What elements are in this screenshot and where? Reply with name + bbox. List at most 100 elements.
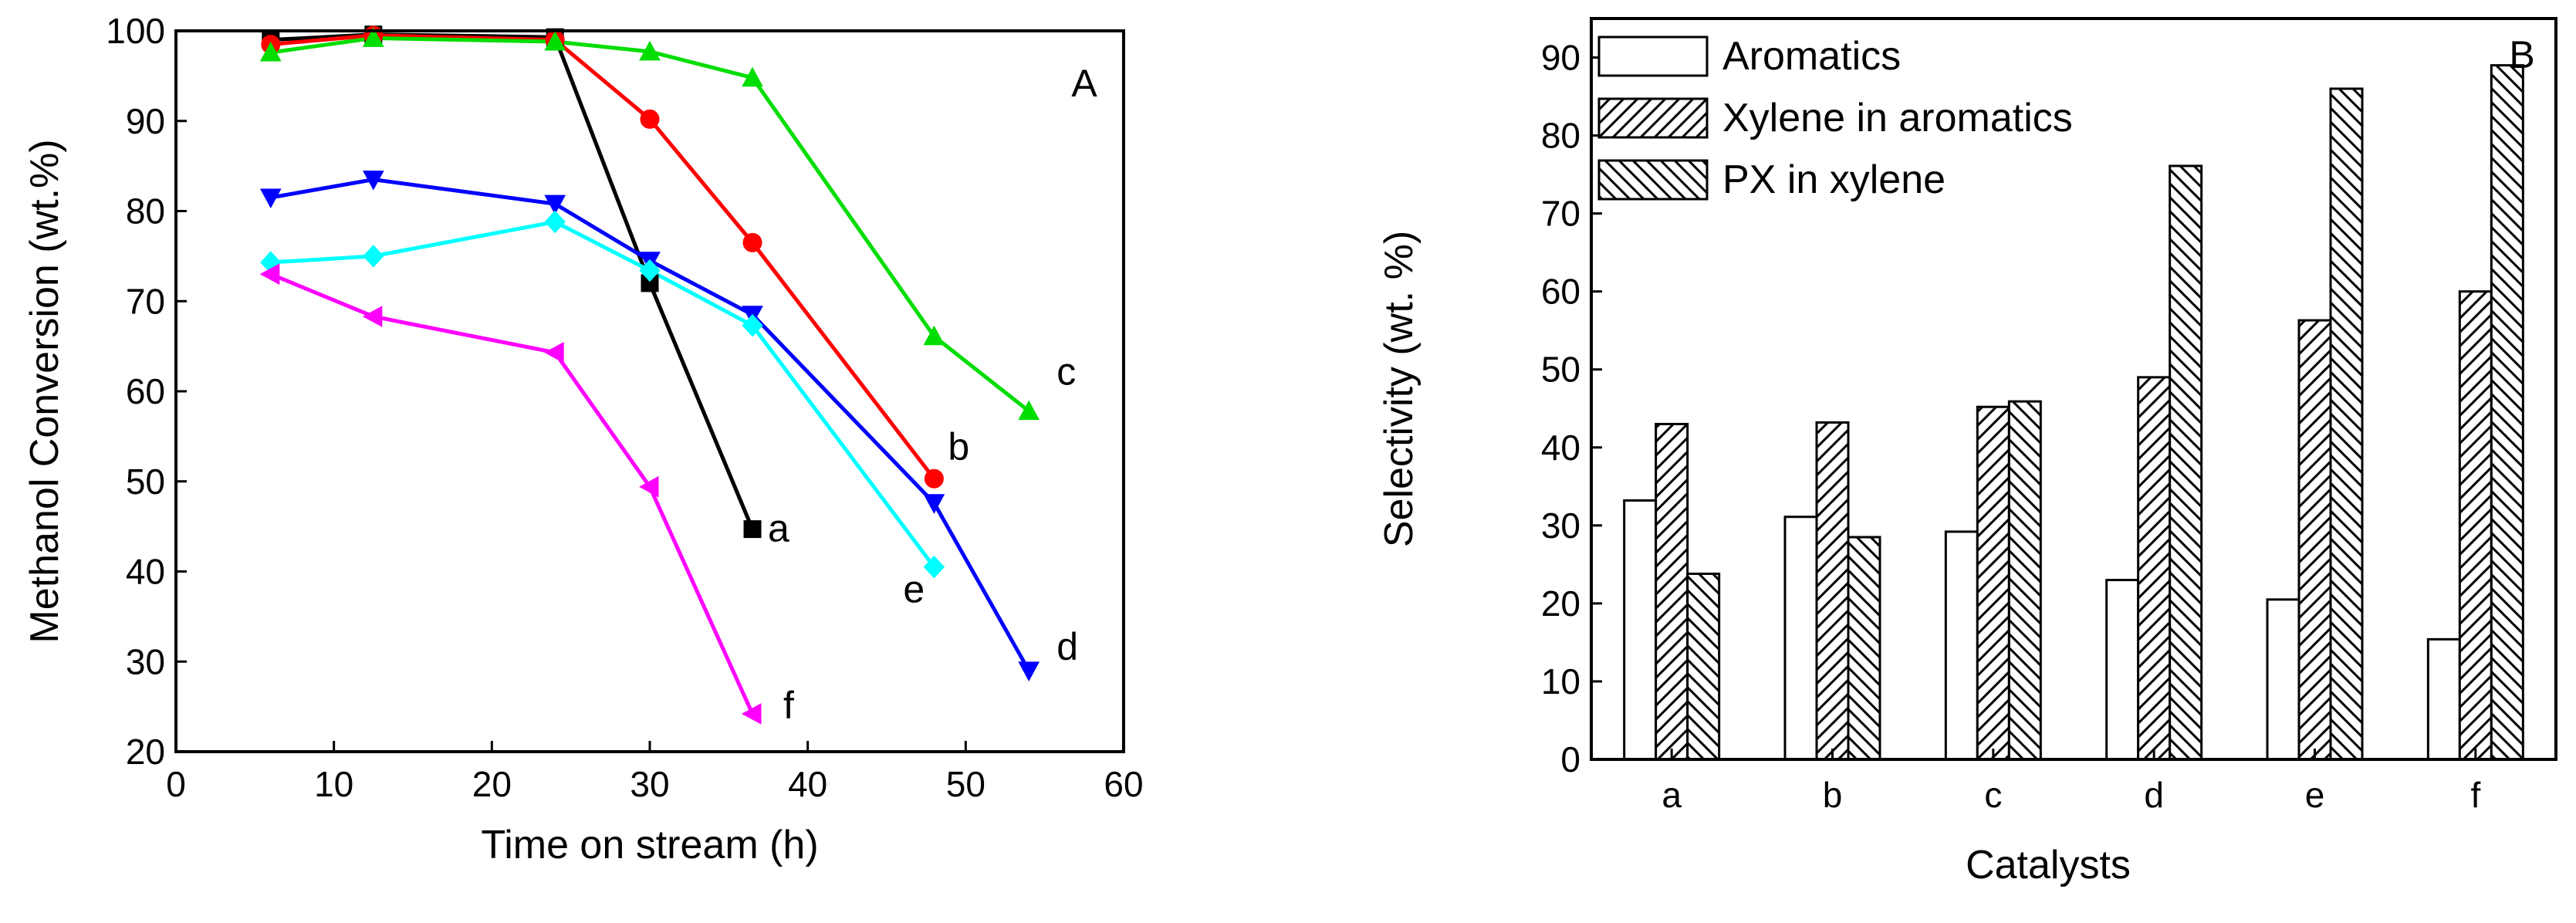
bar-b-1: [1815, 421, 1850, 761]
legend-label: PX in xylene: [1722, 157, 1946, 202]
bar-a-1: [1655, 422, 1689, 761]
x-tick-label: 60: [1104, 764, 1143, 804]
bar-a-0: [1623, 499, 1658, 761]
x-tick-label: 10: [314, 764, 353, 804]
plot-frame: [174, 29, 1125, 753]
y-axis-title: Selectivity (wt. %): [1377, 231, 1422, 547]
series-e-marker: [544, 210, 566, 234]
panel-label-b: B: [2509, 33, 2534, 76]
series-d-marker: [259, 188, 282, 209]
bar-chart-panel-b: a b c d e f 0 10 20 30 40 50 60 70 80 90 Aromatics Xylen…: [1377, 17, 2557, 888]
series-a-line: [270, 32, 755, 530]
x-tick-label: 20: [472, 764, 512, 804]
series-b-marker: [640, 109, 660, 129]
bar-d-1: [2137, 376, 2172, 761]
series-e-marker: [639, 259, 661, 282]
y-tick-label: 60: [1541, 272, 1580, 312]
series-b-marker: [924, 468, 944, 489]
legend-swatch: [1597, 97, 1709, 139]
x-tick-label: 0: [166, 764, 186, 804]
series-b-label: b: [948, 425, 969, 468]
y-tick-label: 30: [126, 641, 165, 681]
legend-label: Aromatics: [1722, 34, 1901, 79]
series-f-marker: [544, 341, 564, 363]
x-tick-label: 40: [788, 764, 827, 804]
x-axis-title: Catalysts: [1966, 843, 2131, 888]
series-b-marker: [742, 232, 762, 252]
bar-f-0: [2426, 637, 2461, 761]
series-f-label: f: [783, 684, 794, 727]
series-c-marker: [639, 40, 661, 61]
x-tick-label: f: [2470, 775, 2480, 815]
series-c-marker: [544, 30, 566, 51]
series-markers: a b c d e f: [259, 25, 1078, 727]
bar-f-1: [2458, 290, 2493, 761]
series-c-line: [270, 36, 1030, 413]
bar-d-2: [2169, 164, 2203, 761]
y-tick-label: 90: [126, 101, 165, 141]
y-tick-label: 80: [1541, 116, 1580, 156]
y-tick-label: 20: [126, 732, 165, 772]
x-axis-title: Time on stream (h): [481, 823, 818, 867]
bar-d-0: [2105, 579, 2140, 761]
bar-e-2: [2329, 87, 2364, 761]
bar-e-1: [2297, 319, 2332, 761]
y-tick-label: 60: [126, 371, 165, 411]
y-tick-label: 90: [1541, 38, 1580, 78]
panel-label-a: A: [1071, 62, 1097, 105]
y-tick-label: 20: [1541, 583, 1580, 624]
series-lines: [269, 32, 1031, 715]
series-d-marker: [544, 194, 566, 215]
plot-frame: [1590, 17, 2557, 761]
series-c-marker: [742, 66, 763, 87]
series-f-line: [269, 272, 755, 715]
x-tick-label: 30: [630, 764, 669, 804]
series-e-label: e: [903, 568, 925, 611]
y-tick-label: 70: [126, 281, 165, 321]
x-tick-label: a: [1662, 775, 1682, 815]
y-tick-label: 40: [1541, 428, 1580, 468]
bar-c-2: [2007, 400, 2042, 761]
series-d-label: d: [1056, 625, 1078, 668]
y-tick-label: 80: [126, 191, 165, 232]
y-tick-label: 100: [106, 11, 165, 51]
series-f-marker: [741, 703, 762, 725]
series-e-marker: [363, 245, 384, 268]
y-tick-label: 50: [1541, 350, 1580, 390]
series-d-marker: [362, 171, 384, 191]
y-axis-title: Methanol Conversion (wt.%): [22, 139, 67, 643]
legend-label: Xylene in aromatics: [1722, 96, 2073, 140]
y-tick-label: 40: [126, 552, 165, 592]
x-tick-label: d: [2144, 775, 2164, 815]
y-tick-label: 10: [1541, 661, 1580, 702]
y-tick-label: 50: [126, 462, 165, 502]
series-d-marker: [923, 494, 945, 514]
x-tick-label: b: [1823, 775, 1843, 815]
bar-c-0: [1944, 530, 1979, 761]
bar-a-2: [1686, 572, 1721, 761]
bar-b-2: [1847, 536, 1881, 761]
y-tick-label: 30: [1541, 505, 1580, 546]
bar-f-2: [2490, 64, 2524, 761]
series-f-marker: [638, 475, 659, 498]
series-a-marker: [743, 520, 762, 539]
series-a-label: a: [768, 507, 789, 550]
axis-ticks: 0 10 20 30 40 50 60 20 30 40 50 60 70 80 90 100: [106, 11, 1143, 804]
series-c-marker: [259, 41, 282, 62]
x-tick-label: e: [2305, 775, 2325, 815]
series-c-label: c: [1056, 350, 1076, 394]
series-d-marker: [1018, 661, 1040, 681]
series-c-marker: [362, 27, 384, 47]
x-tick-label: c: [1984, 775, 2002, 815]
series-e-marker: [742, 314, 763, 337]
bar-e-0: [2266, 598, 2300, 761]
bar-c-1: [1976, 405, 2010, 761]
series-c-marker: [923, 325, 945, 346]
series-b-line: [270, 33, 936, 480]
legend-swatch: [1597, 159, 1709, 201]
series-f-marker: [362, 306, 383, 327]
series-e-marker: [923, 555, 945, 579]
axis-ticks: a b c d e f 0 10 20 30 40 50 60 70 80 90: [1541, 38, 2481, 815]
